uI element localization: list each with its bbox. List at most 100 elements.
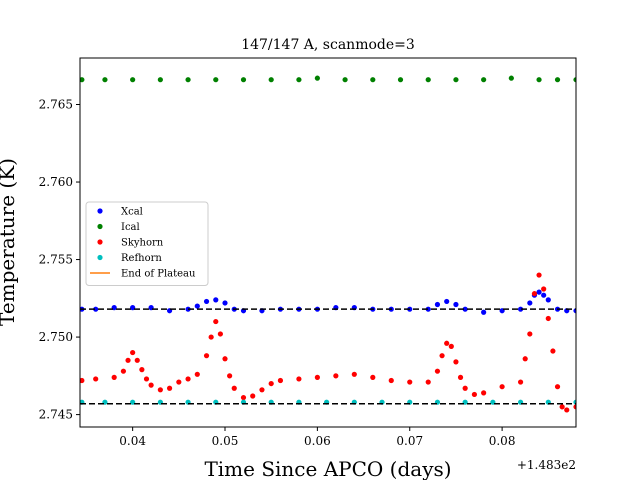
skyhorn-point xyxy=(573,404,576,410)
ical-point xyxy=(508,75,514,81)
skyhorn-point xyxy=(541,286,547,292)
skyhorn-point xyxy=(471,391,477,398)
skyhorn-point xyxy=(564,407,570,413)
x-axis-ticks: 0.04 0.05 0.06 0.07 0.08 xyxy=(119,427,515,448)
refhorn-point xyxy=(130,399,136,405)
y-tick-label: 2.750 xyxy=(39,330,73,344)
xcal-point xyxy=(194,303,200,309)
ical-point xyxy=(213,77,219,83)
skyhorn-point xyxy=(559,404,565,410)
skyhorn-point xyxy=(457,374,464,380)
skyhorn-point xyxy=(550,348,556,354)
xcal-point xyxy=(517,306,524,312)
y-axis-ticks: 2.745 2.750 2.755 2.760 2.765 xyxy=(39,98,80,422)
legend-swatch xyxy=(97,208,103,214)
y-axis-label: Temperature (K) xyxy=(0,158,19,326)
skyhorn-point xyxy=(425,379,431,385)
legend-label: Refhorn xyxy=(121,253,162,264)
legend-label: Ical xyxy=(121,222,140,233)
skyhorn-point xyxy=(388,377,394,384)
ical-point xyxy=(573,77,576,83)
x-tick-label: 0.06 xyxy=(304,434,331,448)
ical-point xyxy=(342,77,348,83)
x-axis-offset: +1.483e2 xyxy=(517,458,576,472)
reference-lines xyxy=(80,308,576,405)
xcal-point xyxy=(545,297,551,303)
skyhorn-point xyxy=(351,371,357,377)
skyhorn-point xyxy=(527,331,533,337)
skyhorn-point xyxy=(554,384,561,390)
skyhorn-point xyxy=(370,374,376,380)
ical-point xyxy=(481,77,487,83)
legend-label: Skyhorn xyxy=(121,238,164,249)
chart-title: 147/147 A, scanmode=3 xyxy=(241,37,415,53)
skyhorn-point xyxy=(130,349,136,356)
skyhorn-point xyxy=(125,357,131,363)
skyhorn-point xyxy=(203,353,210,359)
xcal-point xyxy=(453,301,459,308)
legend-swatch xyxy=(97,239,103,245)
legend-swatch xyxy=(97,223,103,230)
x-tick-label: 0.05 xyxy=(212,434,239,448)
y-tick-label: 2.760 xyxy=(39,175,73,189)
skyhorn-point xyxy=(194,371,200,377)
xcal-point xyxy=(527,300,533,306)
skyhorn-point xyxy=(277,377,284,384)
ical-point xyxy=(314,75,320,81)
ical-point xyxy=(185,77,191,83)
skyhorn-point xyxy=(134,357,140,363)
skyhorn-point xyxy=(148,382,154,388)
ical-point xyxy=(554,77,561,83)
skyhorn-point xyxy=(444,340,450,346)
legend-label: End of Plateau xyxy=(121,269,196,280)
skyhorn-point xyxy=(314,374,320,380)
skyhorn-point xyxy=(208,334,214,340)
xcal-point xyxy=(93,306,99,312)
skyhorn-point xyxy=(93,376,99,382)
skyhorn-point xyxy=(157,387,163,393)
y-tick-label: 2.755 xyxy=(39,253,73,267)
skyhorn-point xyxy=(545,315,551,322)
xcal-point xyxy=(203,298,210,305)
skyhorn-point xyxy=(453,359,459,365)
ical-point xyxy=(268,77,274,83)
skyhorn-point xyxy=(139,367,145,373)
skyhorn-point xyxy=(481,390,487,396)
ical-point xyxy=(425,77,431,83)
ical-point xyxy=(80,77,85,83)
ical-point xyxy=(130,77,136,83)
skyhorn-point xyxy=(407,379,413,385)
legend: Xcal Ical Skyhorn Refhorn End of Plateau xyxy=(85,201,209,286)
skyhorn-point xyxy=(522,356,528,362)
skyhorn-point xyxy=(240,394,247,401)
ical-point xyxy=(296,77,302,83)
ical-point xyxy=(536,77,542,83)
skyhorn-point xyxy=(176,379,182,385)
xcal-point xyxy=(444,298,450,305)
ical-point xyxy=(453,77,459,83)
xcal-point xyxy=(541,292,547,298)
skyhorn-point xyxy=(517,379,524,385)
skyhorn-point xyxy=(227,373,233,379)
y-tick-label: 2.745 xyxy=(39,408,73,422)
skyhorn-point xyxy=(185,376,191,382)
skyhorn-point xyxy=(111,374,117,380)
xcal-point xyxy=(222,300,228,306)
legend-box xyxy=(85,201,209,286)
skyhorn-point xyxy=(166,385,173,391)
skyhorn-point xyxy=(268,380,274,387)
skyhorn-point xyxy=(217,331,223,337)
x-axis-label: Time Since APCO (days) xyxy=(204,457,451,480)
y-tick-label: 2.765 xyxy=(39,98,73,112)
skyhorn-point xyxy=(434,368,441,374)
ical-point xyxy=(102,77,108,83)
skyhorn-point xyxy=(80,377,85,384)
ical-point xyxy=(240,77,247,83)
xcal-point xyxy=(213,297,219,303)
skyhorn-point xyxy=(499,384,505,390)
x-tick-label: 0.08 xyxy=(489,434,516,448)
xcal-point xyxy=(481,309,487,315)
skyhorn-point xyxy=(531,291,538,297)
skyhorn-point xyxy=(536,272,542,278)
